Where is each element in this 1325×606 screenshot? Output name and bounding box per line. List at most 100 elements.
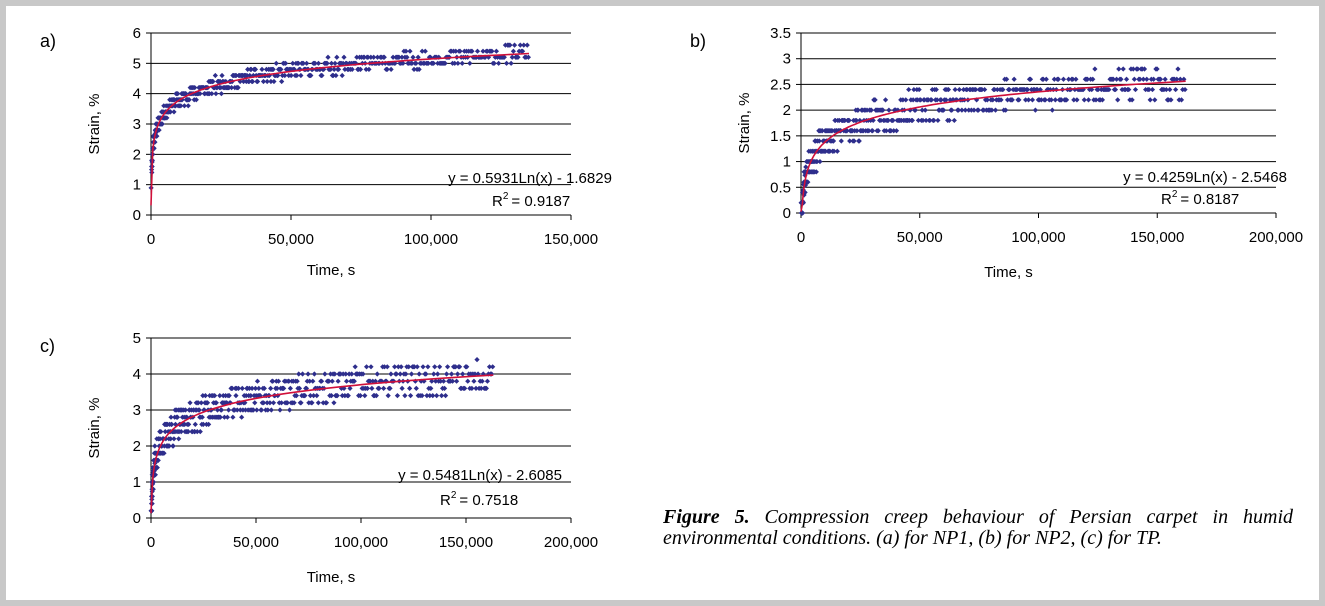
data-point [279,78,285,85]
data-point [323,400,330,406]
data-point [959,107,965,113]
data-point [214,407,221,413]
x-tick-label: 100,000 [404,231,458,248]
data-point [893,128,900,134]
data-point [434,393,440,399]
data-point [928,97,935,103]
data-point [326,378,332,384]
data-point [329,378,335,384]
data-point [325,54,331,60]
data-point [472,371,478,377]
data-point [349,371,355,377]
data-point [365,54,371,60]
data-point [233,393,239,399]
data-point [333,72,339,79]
data-point [1073,76,1079,82]
data-point [305,371,311,377]
data-point [245,66,251,72]
data-point [212,72,218,79]
data-point [457,48,463,54]
data-point [341,54,347,60]
data-point [508,60,514,66]
data-point [480,371,486,377]
x-tick-label: 200,000 [1249,229,1303,246]
data-point [304,60,310,66]
data-point [343,378,350,384]
data-point [330,72,336,79]
trendline [150,374,494,514]
r-squared-value: = 0.8187 [1180,191,1239,208]
x-tick-label: 0 [147,534,155,551]
data-point [270,400,277,406]
data-point [219,72,225,79]
data-point [1123,76,1130,82]
data-point [855,107,861,113]
data-point [1137,76,1143,82]
data-point [1178,97,1185,103]
x-axis-title: Time, s [307,569,356,586]
data-point [1132,86,1139,93]
data-point [903,97,909,103]
data-point [979,86,985,93]
data-point [341,385,347,391]
data-point [354,54,360,60]
data-point [278,66,284,72]
data-point [955,107,962,113]
data-point [880,107,886,113]
data-point [197,91,203,97]
x-tick-label: 0 [797,229,805,246]
data-point [196,407,202,413]
data-point [331,66,337,72]
data-point [414,364,420,370]
data-point [264,78,270,85]
data-point [1099,97,1106,103]
y-tick-label: 0 [133,207,141,224]
data-point [918,97,924,103]
data-point [981,107,987,113]
data-point [1000,86,1006,93]
data-point [240,78,247,85]
data-point [379,378,385,384]
data-point [366,66,372,72]
data-point [295,60,302,66]
data-point [486,364,493,370]
data-point [385,393,391,399]
data-point [182,407,189,413]
data-point [228,85,235,91]
data-point [521,42,527,48]
figure-caption: Figure 5. Compression creep behaviour of… [663,507,1293,549]
r-squared-exponent: 2 [503,191,509,202]
data-point [1095,86,1101,93]
y-tick-label: 2 [133,438,141,455]
data-point [517,42,523,48]
data-point [853,117,859,124]
data-point [374,371,380,377]
data-point [433,378,439,384]
data-point [891,128,897,134]
x-tick-label: 100,000 [1011,229,1065,246]
data-point [286,378,292,384]
data-point [1051,76,1057,82]
y-tick-label: 4 [133,366,141,383]
data-point [294,72,300,79]
data-point [288,72,294,79]
data-point [933,86,939,93]
data-point [1140,76,1146,82]
data-point [339,72,345,79]
data-point [882,97,889,103]
data-point [906,86,912,93]
data-point [213,91,219,97]
data-point [1043,76,1049,82]
data-point [233,72,239,79]
data-point [210,78,216,85]
data-point [332,371,338,377]
data-point [395,364,401,370]
chart-svg: a) 0 1 2 3 4 5 6 0 50,000 100,000 150,000 Time, s Str… [40,25,612,279]
data-point [416,66,422,72]
data-point [176,436,182,442]
data-point [524,42,530,48]
y-tick-label: 1 [133,177,141,194]
data-point [332,60,338,66]
data-point [319,72,325,79]
data-point [1106,86,1112,93]
